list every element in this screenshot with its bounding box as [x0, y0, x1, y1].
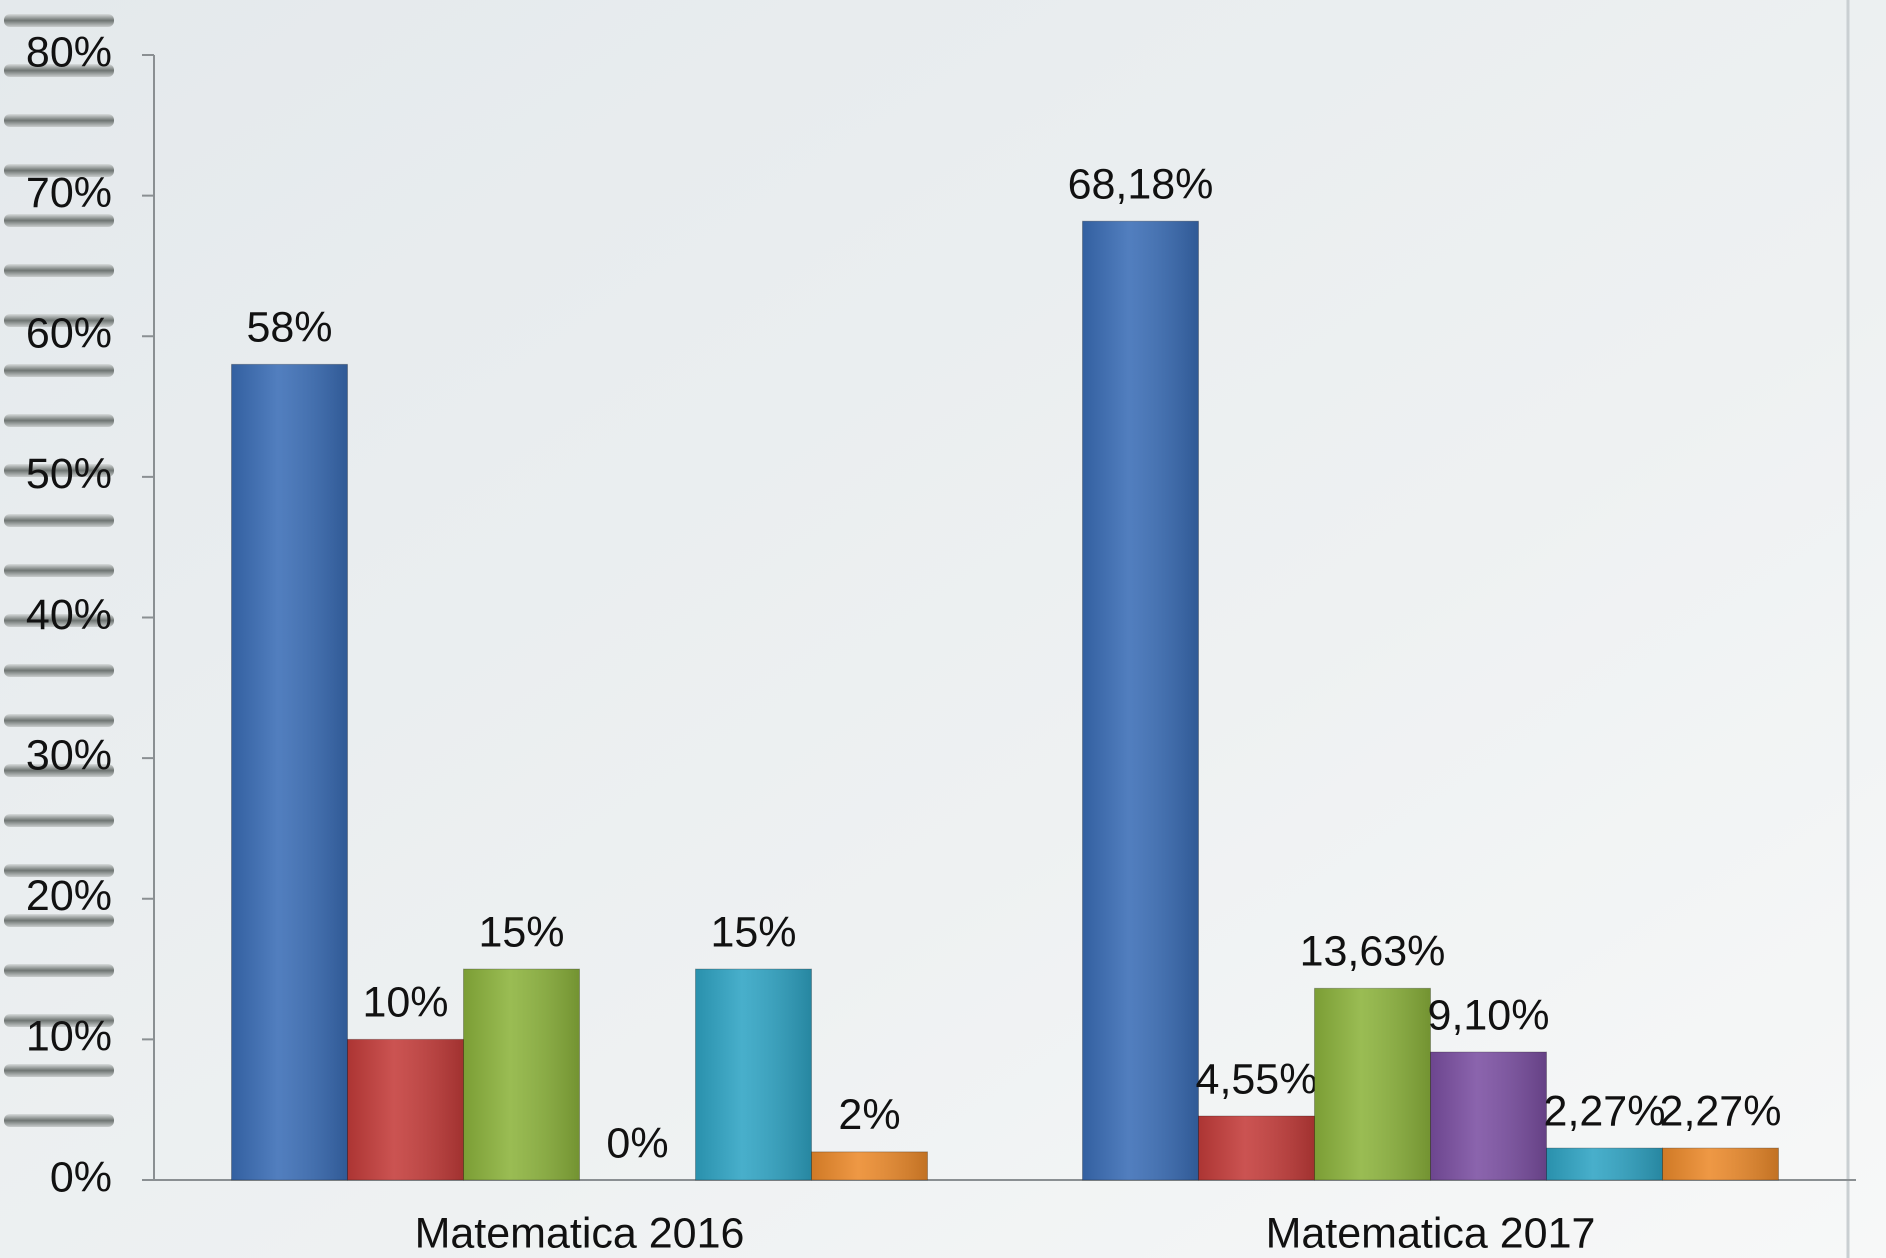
value-label: 2,27% [1660, 1087, 1782, 1135]
y-tick-label: 40% [26, 591, 112, 639]
ring [4, 214, 114, 227]
ring [4, 1064, 114, 1077]
value-label: 58% [246, 304, 332, 352]
ring [4, 1014, 114, 1027]
x-tick-label: Matematica 2016 [415, 1209, 745, 1257]
ring [4, 664, 114, 677]
y-tick-label: 80% [26, 28, 112, 76]
bar-shade [463, 969, 580, 1180]
ring [4, 564, 114, 577]
value-label: 15% [710, 908, 796, 956]
bar-shade [1198, 1116, 1315, 1180]
ring [4, 614, 114, 627]
y-tick-label: 50% [26, 450, 112, 498]
y-tick-label: 0% [50, 1153, 112, 1201]
ring [4, 864, 114, 877]
y-tick-label: 30% [26, 731, 112, 779]
bar-shade [811, 1151, 928, 1180]
ring [4, 14, 114, 27]
ring [4, 264, 114, 277]
spiral-binding [4, 14, 114, 1127]
bar-shade [1430, 1052, 1547, 1180]
ring [4, 164, 114, 177]
ring [4, 514, 114, 527]
value-label: 2,27% [1544, 1087, 1666, 1135]
value-label: 2% [838, 1091, 900, 1139]
y-tick-label: 70% [26, 169, 112, 217]
y-tick-label: 60% [26, 310, 112, 358]
ring [4, 814, 114, 827]
bar-shade [695, 969, 812, 1180]
y-tick-label: 10% [26, 1013, 112, 1061]
bar-shade [1662, 1148, 1779, 1180]
value-label: 13,63% [1300, 928, 1446, 976]
bar-shade [1082, 221, 1199, 1180]
ring [4, 114, 114, 127]
bar-shade [1546, 1148, 1663, 1180]
value-label: 0% [606, 1119, 668, 1167]
ring [4, 64, 114, 77]
ring [4, 964, 114, 977]
value-label: 15% [478, 908, 564, 956]
bar-shade [1314, 988, 1431, 1180]
ring [4, 414, 114, 427]
x-tick-label: Matematica 2017 [1266, 1209, 1596, 1257]
value-label: 4,55% [1196, 1055, 1318, 1103]
ring [4, 714, 114, 727]
ring [4, 1114, 114, 1127]
value-label: 68,18% [1068, 161, 1214, 209]
value-label: 9,10% [1428, 991, 1550, 1039]
ring [4, 914, 114, 927]
ring [4, 464, 114, 477]
bar-shade [231, 364, 348, 1180]
ring [4, 764, 114, 777]
ring [4, 364, 114, 377]
ring [4, 314, 114, 327]
value-label: 10% [362, 979, 448, 1027]
y-tick-label: 20% [26, 872, 112, 920]
bar-shade [347, 1039, 464, 1180]
